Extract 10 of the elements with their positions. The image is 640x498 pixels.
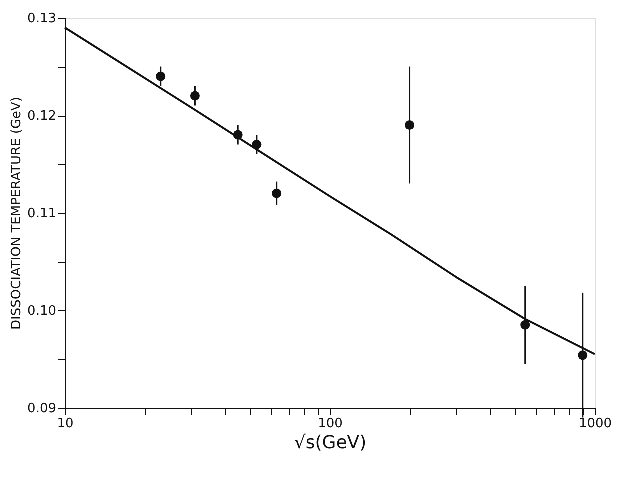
y-tick-label: 0.09 (28, 402, 56, 416)
x-tick-label: 100 (318, 416, 343, 432)
x-axis-title: √s(GeV) (294, 432, 367, 454)
y-axis-title: DISSOCIATION TEMPERATURE (GeV) (10, 97, 25, 330)
y-tick-label: 0.13 (28, 12, 56, 26)
y-tick-label: 0.12 (28, 109, 56, 124)
x-tick-label: 10 (57, 416, 74, 432)
y-tick-label: 0.11 (28, 206, 56, 222)
x-tick-label: 1000 (578, 416, 612, 432)
y-tick-label: 0.10 (28, 304, 56, 319)
